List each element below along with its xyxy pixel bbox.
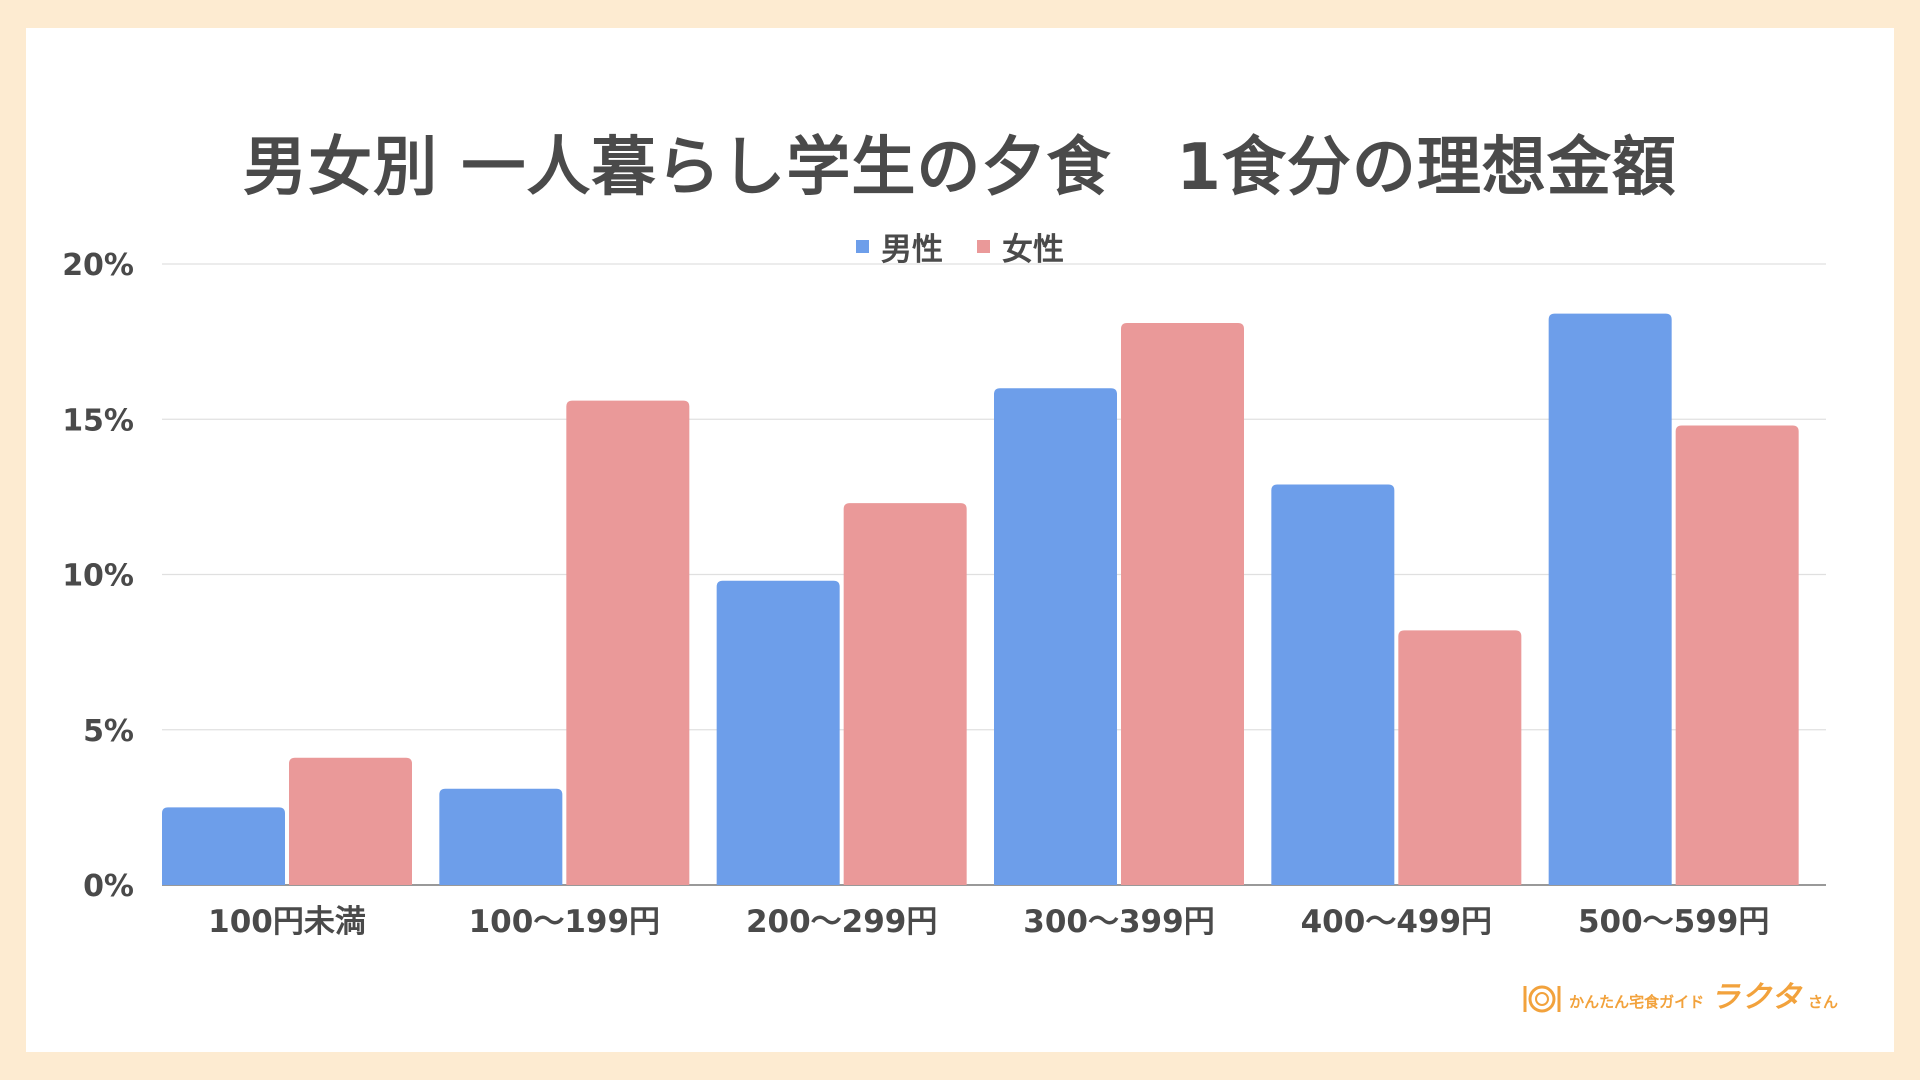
bar-female-4 bbox=[1398, 630, 1522, 885]
chart-legend: 男性 女性 bbox=[26, 224, 1894, 269]
legend-label-female: 女性 bbox=[1002, 232, 1064, 268]
legend-item-female: 女性 bbox=[977, 224, 1064, 269]
x-tick-label: 400〜499円 bbox=[1301, 904, 1492, 940]
bar-female-1 bbox=[566, 400, 690, 885]
x-tick-label: 200〜299円 bbox=[746, 904, 937, 940]
bar-male-3 bbox=[994, 388, 1117, 885]
x-tick-label: 100〜199円 bbox=[469, 904, 660, 940]
y-tick-label: 20% bbox=[62, 248, 134, 283]
legend-swatch-female bbox=[977, 240, 990, 253]
logo-name: ラクタ bbox=[1710, 980, 1802, 1015]
logo-suffix: さん bbox=[1807, 993, 1838, 1011]
bar-male-4 bbox=[1271, 484, 1395, 885]
bar-male-5 bbox=[1548, 313, 1672, 885]
legend-swatch-male bbox=[856, 240, 869, 253]
logo-tagline: かんたん宅食ガイド bbox=[1569, 993, 1705, 1011]
bar-male-0 bbox=[162, 807, 285, 885]
chart-card: 男女別 一人暮らし学生の夕食 1食分の理想金額 男性 女性 0% 5% 10% 15%… bbox=[26, 28, 1894, 1052]
x-tick-label: 300〜399円 bbox=[1023, 904, 1214, 940]
y-tick-label: 15% bbox=[62, 403, 134, 438]
chart-title: 男女別 一人暮らし学生の夕食 1食分の理想金額 bbox=[243, 131, 1677, 205]
x-tick-label: 500〜599円 bbox=[1578, 904, 1769, 940]
plate-cutlery-icon bbox=[1523, 985, 1561, 1013]
bar-female-2 bbox=[843, 503, 967, 885]
y-tick-label: 10% bbox=[62, 559, 134, 594]
bar-female-5 bbox=[1675, 425, 1799, 885]
bar-female-0 bbox=[289, 757, 412, 885]
y-tick-label: 0% bbox=[83, 869, 134, 904]
bar-female-3 bbox=[1121, 322, 1244, 885]
brand-logo: かんたん宅食ガイド ラクタ さん bbox=[1521, 972, 1838, 1016]
y-tick-label: 5% bbox=[83, 714, 134, 749]
bar-chart: 0% 5% 10% 15% 20% 100円未満 100〜199円 200〜299円 300〜3… bbox=[62, 248, 1826, 940]
legend-item-male: 男性 bbox=[856, 224, 943, 269]
x-tick-label: 100円未満 bbox=[208, 904, 366, 940]
legend-label-male: 男性 bbox=[881, 232, 943, 268]
bar-male-1 bbox=[439, 788, 563, 885]
bar-male-2 bbox=[716, 580, 840, 885]
